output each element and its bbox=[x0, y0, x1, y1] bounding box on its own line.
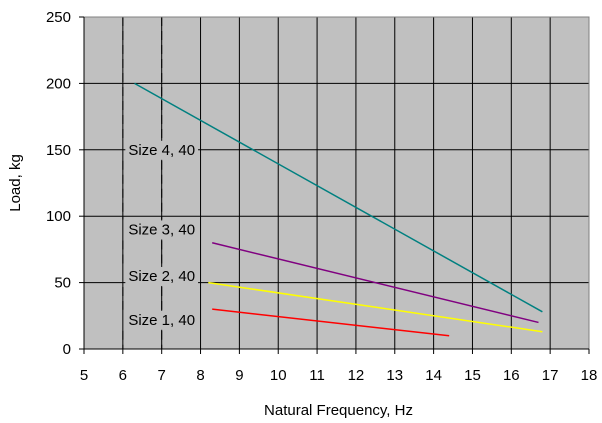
series-line bbox=[208, 281, 543, 333]
y-axis-title: Load, kg bbox=[7, 154, 24, 212]
axes bbox=[79, 16, 590, 354]
y-tick-label: 0 bbox=[63, 341, 71, 358]
size-label: Size 2, 40 bbox=[128, 268, 195, 285]
size-label-backdrop bbox=[125, 220, 199, 240]
x-tick-label: 6 bbox=[119, 367, 127, 384]
dashed-guides bbox=[122, 17, 163, 349]
series-line bbox=[134, 82, 543, 313]
series-line bbox=[212, 308, 450, 337]
x-tick-label: 7 bbox=[158, 367, 166, 384]
size-label-backdrop bbox=[125, 310, 199, 330]
x-tick-label: 13 bbox=[386, 367, 403, 384]
x-axis-title: Natural Frequency, Hz bbox=[264, 402, 413, 419]
x-tick-label: 14 bbox=[425, 367, 442, 384]
x-tick-label: 16 bbox=[503, 367, 520, 384]
series-lines bbox=[134, 82, 543, 337]
x-tick-label: 12 bbox=[348, 367, 365, 384]
size-label: Size 1, 40 bbox=[128, 312, 195, 329]
x-tick-label: 15 bbox=[464, 367, 481, 384]
size-label-backdrop bbox=[125, 266, 199, 286]
x-tick-label: 17 bbox=[542, 367, 559, 384]
x-tick-label: 10 bbox=[270, 367, 287, 384]
y-tick-label: 100 bbox=[46, 208, 71, 225]
series-line bbox=[212, 242, 539, 324]
y-tick-label: 250 bbox=[46, 9, 71, 26]
y-tick-label: 200 bbox=[46, 75, 71, 92]
x-tick-label: 18 bbox=[581, 367, 598, 384]
x-tick-label: 9 bbox=[235, 367, 243, 384]
size-label: Size 3, 40 bbox=[128, 221, 195, 238]
size-label-backdrop bbox=[125, 140, 199, 160]
x-tick-label: 5 bbox=[80, 367, 88, 384]
plot-area bbox=[84, 17, 589, 349]
size-labels: Size 4, 40 Size 3, 40 Size 2, 40 Size 1, 40 bbox=[125, 140, 199, 330]
y-tick-label: 150 bbox=[46, 142, 71, 159]
x-tick-labels: 5 6 7 8 9 10 11 12 13 14 15 16 17 18 bbox=[80, 367, 598, 384]
y-tick-label: 50 bbox=[54, 275, 71, 292]
x-tick-label: 11 bbox=[309, 367, 325, 384]
x-tick-label: 8 bbox=[196, 367, 204, 384]
y-tick-labels: 0 50 100 150 200 250 bbox=[46, 9, 71, 358]
size-label: Size 4, 40 bbox=[128, 142, 195, 159]
